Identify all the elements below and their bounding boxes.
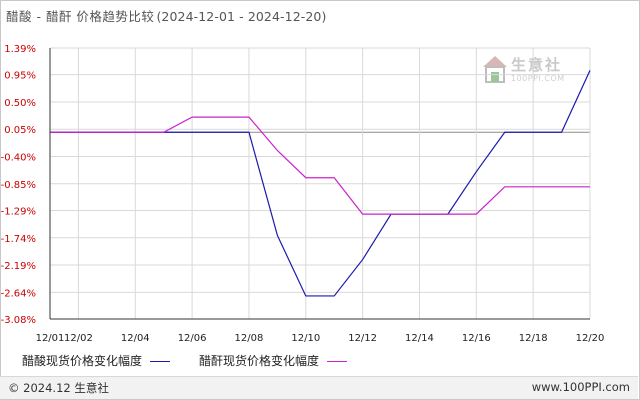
y-tick-label: 0.05% (4, 125, 36, 136)
x-tick-label: 12/02 (64, 333, 93, 344)
x-tick-label: 12/12 (348, 333, 377, 344)
chart-title: 醋酸 - 醋酐 价格趋势比较 (2024-12-01 - 2024-12-20) (6, 6, 326, 25)
y-tick-label: -1.29% (1, 206, 36, 217)
legend-swatch-acetic-acid (150, 361, 171, 362)
series-line-acetic-acid (50, 70, 591, 297)
x-tick-label: 12/10 (291, 333, 320, 344)
footer-copyright: © 2024.12 生意社 (8, 381, 109, 395)
y-axis-ticks: 1.39% 0.95% 0.50% 0.05% -0.40% -0.85% -1.29% -1… (1, 44, 36, 326)
x-tick-label: 12/20 (576, 333, 605, 344)
y-tick-label: -3.08% (1, 315, 36, 326)
watermark-name: 生意社 (511, 56, 563, 74)
chart-title-main: 醋酸 - 醋酐 价格趋势比较 (6, 9, 155, 24)
series-line-acetic-anhydride (50, 116, 590, 215)
y-tick-label: 0.50% (4, 98, 36, 109)
chart-title-date-range: (2024-12-01 - 2024-12-20) (156, 9, 327, 24)
y-tick-label: 1.39% (4, 44, 36, 55)
y-tick-label: -2.19% (1, 261, 36, 272)
y-tick-label: 0.95% (4, 71, 36, 82)
x-tick-label: 12/01 (36, 333, 65, 344)
chart-grid (49, 47, 591, 320)
x-tick-label: 12/16 (462, 333, 491, 344)
x-tick-label: 12/18 (519, 333, 548, 344)
y-tick-label: -2.64% (1, 288, 36, 299)
x-tick-label: 12/04 (121, 333, 150, 344)
y-tick-label: -0.85% (1, 180, 36, 191)
legend-item-acetic-acid: 醋酸现货价格变化幅度 (22, 352, 171, 369)
footer-site-url: www.100PPI.com (531, 380, 630, 394)
legend-label-acetic-acid: 醋酸现货价格变化幅度 (22, 354, 143, 368)
y-tick-label: -0.40% (1, 153, 36, 164)
legend-swatch-acetic-anhydride (327, 361, 348, 362)
chart-legend: 醋酸现货价格变化幅度 醋酐现货价格变化幅度 (0, 352, 640, 370)
watermark-url: 100PPI.COM (511, 74, 565, 83)
chart-series (50, 70, 591, 297)
chart-axes (49, 48, 590, 320)
y-tick-label: -1.74% (1, 234, 36, 245)
x-tick-label: 12/08 (235, 333, 264, 344)
x-axis-ticks: 12/01 12/02 12/04 12/06 12/08 12/10 12/12 12/14… (36, 333, 605, 344)
x-tick-label: 12/06 (178, 333, 207, 344)
footer-bar: © 2024.12 生意社 www.100PPI.com (0, 376, 638, 399)
legend-label-acetic-anhydride: 醋酐现货价格变化幅度 (199, 354, 320, 368)
legend-item-acetic-anhydride: 醋酐现货价格变化幅度 (199, 352, 348, 369)
x-tick-label: 12/14 (405, 333, 434, 344)
